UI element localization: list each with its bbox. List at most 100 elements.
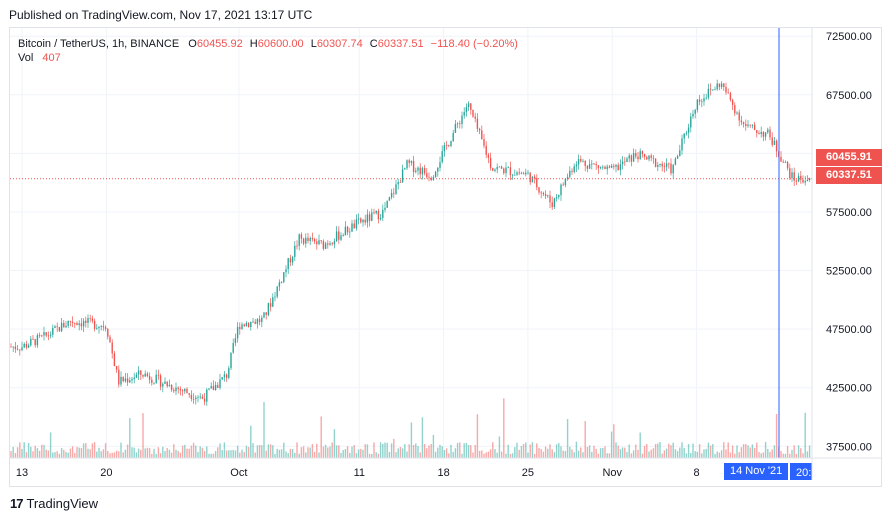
candle-body [302,238,305,244]
candle-body [639,151,641,160]
volume-bar [775,414,778,458]
candle-body [740,120,743,123]
volume-bar [384,442,386,458]
volume-bar [428,445,430,458]
volume-bar [483,453,485,458]
volume-bar [203,451,206,458]
candle-body [742,122,745,124]
volume-bar [514,447,516,458]
volume-bar [610,431,613,458]
volume-bar [302,446,305,458]
candle-body [32,338,34,340]
volume-bar [267,444,270,458]
volume-bar [582,452,584,458]
candle-body [516,172,518,175]
volume-bar [399,447,402,458]
volume-bar [586,446,589,458]
volume-bar [217,447,219,458]
volume-bar [549,444,551,458]
candle-body [261,317,263,322]
volume-bar [637,449,639,458]
volume-bar [342,450,344,458]
published-caption: Published on TradingView.com, Nov 17, 20… [9,8,313,22]
volume-bar [606,453,608,458]
candle-body [228,368,230,378]
candle-body [276,286,278,297]
candle-body [707,88,710,98]
volume-bar [228,450,230,458]
legend-symbol[interactable]: Bitcoin / TetherUS, 1h, BINANCE [18,38,180,50]
candle-body [659,163,661,166]
volume-bar [148,448,151,458]
volume-bar [129,418,131,458]
volume-bar [278,449,281,458]
candle-body [214,385,217,391]
volume-bar [395,452,397,458]
volume-bar [30,446,32,458]
candle-body [404,168,406,170]
candle-body [608,166,611,168]
volume-bar [731,445,734,458]
candle-body [71,321,74,323]
volume-bar [21,448,23,458]
candle-body [426,173,428,178]
candle-body [573,166,575,172]
volume-bar [377,453,380,458]
y-axis-label: 42500.00 [826,383,872,395]
volume-bar [340,452,342,458]
volume-bar [481,450,483,458]
candle-body [335,231,338,242]
volume-bar [397,448,399,458]
volume-bar [632,450,635,458]
volume-bar [751,444,754,458]
volume-bar [434,451,437,458]
candle-body [632,152,635,162]
volume-bar [575,441,578,458]
candle-body [371,212,373,221]
candle-body [135,374,138,378]
volume-bar [10,451,12,458]
candle-body [421,168,424,175]
candle-body [192,398,195,400]
volume-bar [747,445,749,458]
candle-body [78,323,80,326]
candle-body [674,158,677,165]
chart-frame[interactable] [9,27,882,487]
volume-bar [789,453,791,458]
volume-bar [386,442,388,458]
candle-body [219,379,221,388]
tradingview-brand[interactable]: 17 TradingView [10,496,98,511]
volume-bar [573,452,575,458]
candle-body [635,152,637,157]
volume-bar [639,432,641,458]
volume-bar [617,445,619,458]
candle-body [107,328,109,337]
volume-bar [133,447,135,458]
candle-body [305,237,307,244]
volume-bar [608,453,611,458]
candle-body [652,157,655,159]
candle-body [27,345,30,348]
volume-bar [672,442,674,458]
candle-body [419,167,421,175]
volume-bar [140,449,142,458]
candle-body [505,167,507,174]
volume-bar [661,453,663,458]
candle-body [443,145,446,152]
candle-body [19,349,21,351]
candle-body [164,381,166,384]
volume-bar [287,453,289,458]
candle-body [496,167,498,170]
candle-body [417,167,419,171]
volume-bar [767,448,769,458]
candle-body [384,207,386,210]
candle-body [637,156,639,160]
candle-body [784,162,787,163]
volume-bar [505,453,507,458]
volume-bar [124,449,127,458]
volume-bar [780,450,782,458]
candle-body [498,166,501,168]
volume-bar [551,449,553,458]
candle-body [397,182,399,185]
